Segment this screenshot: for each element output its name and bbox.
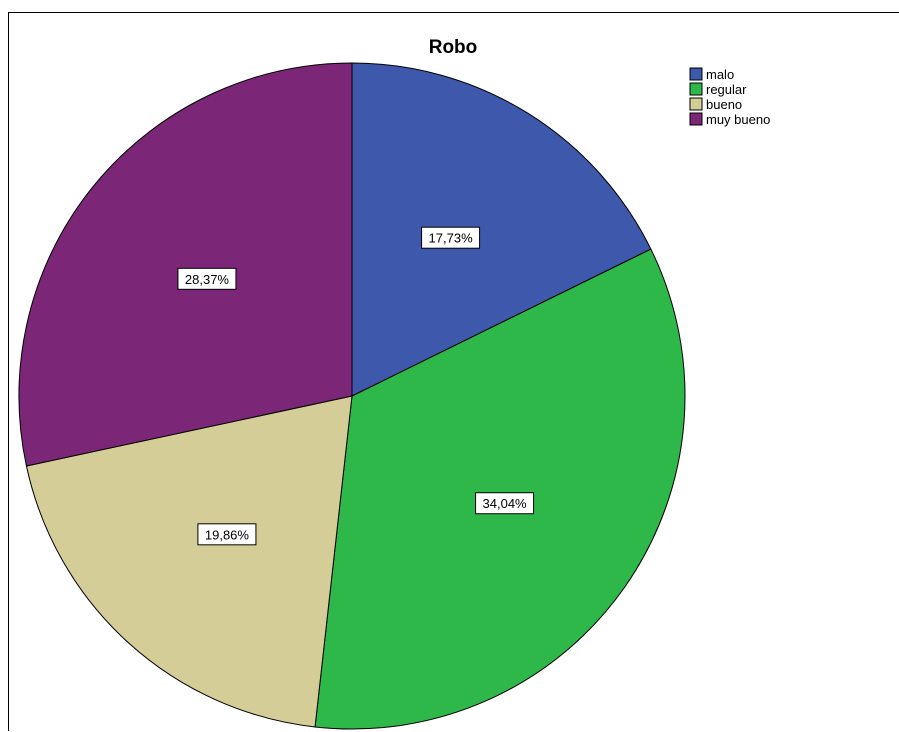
legend-label: bueno — [706, 97, 742, 112]
pie-data-label-box — [421, 226, 481, 249]
pie-chart: Robo 17,73% 34,04% 19,86% 28,37% maloregula… — [18, 37, 770, 730]
legend-swatch — [689, 82, 703, 96]
pie-slice-regular — [314, 248, 686, 730]
pie-data-label-text: 34,04% — [483, 496, 528, 511]
chart-title: Robo — [429, 37, 478, 58]
pie-data-label-box — [177, 267, 237, 290]
pie-data-label: 19,86% — [197, 523, 257, 546]
legend-label: malo — [706, 67, 734, 82]
pie-data-label: 34,04% — [475, 492, 535, 515]
pie-data-label: 28,37% — [177, 267, 237, 290]
pie-data-labels: 17,73% 34,04% 19,86% 28,37% — [177, 226, 535, 546]
pie-slice-bueno — [25, 395, 353, 728]
legend-label: regular — [706, 82, 747, 97]
legend-swatch — [689, 97, 703, 111]
pie-slices — [18, 62, 686, 730]
pie-slice-malo — [351, 62, 652, 397]
pie-data-label-box — [197, 523, 257, 546]
legend-label: muy bueno — [706, 112, 770, 127]
pie-data-label-text: 17,73% — [429, 231, 474, 246]
pie-data-label-text: 19,86% — [205, 527, 250, 542]
legend-swatch — [689, 112, 703, 126]
pie-data-label-text: 28,37% — [185, 272, 230, 287]
legend-swatch — [689, 67, 703, 81]
chart-frame: Robo 17,73% 34,04% 19,86% 28,37% malo regula… — [8, 12, 899, 731]
pie-data-label: 17,73% — [421, 226, 481, 249]
pie-data-label-box — [475, 492, 535, 515]
pie-slice-muy-bueno — [18, 62, 353, 467]
